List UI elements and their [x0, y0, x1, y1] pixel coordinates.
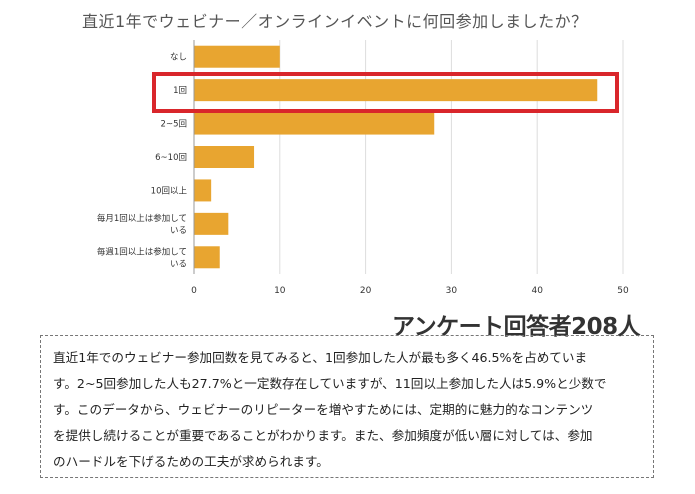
category-label: 毎月1回以上は参加している — [97, 213, 187, 236]
x-tick-label: 20 — [360, 286, 372, 296]
category-label: 2~5回 — [161, 120, 187, 130]
bar — [194, 246, 220, 269]
category-label: 10回以上 — [151, 186, 188, 196]
category-label: 6~10回 — [155, 153, 187, 163]
bar — [194, 212, 229, 235]
x-tick-label: 40 — [531, 286, 543, 296]
x-tick-label: 30 — [446, 286, 458, 296]
category-label: なし — [170, 53, 187, 63]
bar-chart: 0 10 20 30 40 50 なし 1回 2~5回 6~10回 10回以上毎月1回以上は参加して… — [97, 40, 629, 296]
x-tick-label: 0 — [191, 286, 197, 296]
summary-line: 直近1年でのウェビナー参加回数を見てみると、1回参加した人が最も多く46.5%を… — [53, 350, 588, 365]
x-tick-label: 50 — [617, 286, 629, 296]
summary-line: のハードルを下げるための工夫が求められます。 — [53, 454, 329, 469]
category-label: 1回 — [173, 86, 187, 96]
x-tick-label: 10 — [274, 286, 286, 296]
summary-box: 直近1年でのウェビナー参加回数を見てみると、1回参加した人が最も多く46.5%を… — [40, 335, 654, 478]
category-label: 毎週1回以上は参加している — [97, 246, 187, 269]
summary-line: す。このデータから、ウェビナーのリピーターを増やすためには、定期的に魅力的なコン… — [53, 402, 594, 417]
bar — [194, 179, 212, 202]
bar — [194, 112, 435, 135]
summary-line: を提供し続けることが重要であることがわかります。また、参加頻度が低い層に対しては… — [53, 428, 593, 443]
bar — [194, 79, 598, 102]
bar — [194, 146, 255, 168]
chart-title: 直近1年でウェビナー／オンラインイベントに何回参加しましたか？ — [82, 12, 588, 31]
bar — [194, 45, 280, 68]
summary-line: す。2~5回参加した人も27.7%と一定数存在していますが、11回以上参加した人… — [53, 376, 607, 391]
highlight-frame — [152, 72, 619, 113]
